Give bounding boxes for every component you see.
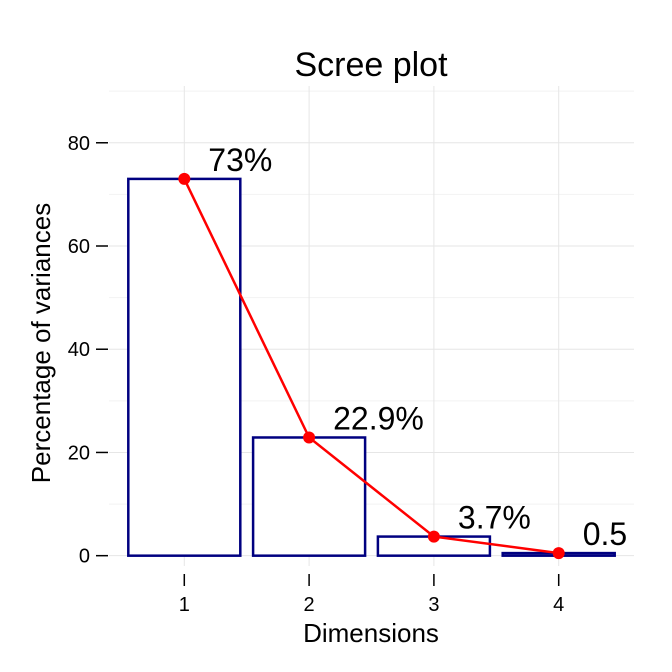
x-tick-label: 4: [553, 594, 564, 616]
y-tick-label: 40: [68, 339, 90, 361]
axes: 0 20 40 60 80 1 2 3 4: [68, 133, 565, 616]
bar-dimension-1: [127, 177, 242, 557]
x-axis-title: Dimensions: [303, 618, 439, 648]
x-tick-label: 3: [428, 594, 439, 616]
point-dimension-1: [178, 172, 191, 185]
points: [178, 172, 565, 560]
data-labels: 73% 22.9% 3.7% 0.5: [208, 142, 627, 552]
data-label-dimension-1: 73%: [208, 142, 272, 178]
data-label-dimension-3: 3.7%: [458, 500, 531, 536]
x-tick-label: 2: [304, 594, 315, 616]
data-label-dimension-2: 22.9%: [333, 400, 424, 436]
y-axis-title: Percentage of variances: [26, 203, 56, 483]
point-dimension-3: [427, 530, 440, 543]
point-dimension-2: [303, 431, 316, 444]
scree-line: [183, 178, 559, 555]
chart-title: Scree plot: [294, 46, 448, 84]
data-label-dimension-4: 0.5: [583, 516, 627, 552]
trend-line: [183, 178, 559, 555]
y-tick-label: 60: [68, 236, 90, 258]
bars: [127, 177, 616, 557]
bar-dimension-2: [251, 436, 367, 557]
x-tick-label: 1: [179, 594, 190, 616]
y-tick-label: 80: [68, 133, 90, 155]
point-dimension-4: [552, 547, 565, 560]
y-tick-label: 20: [68, 442, 90, 464]
y-tick-label: 0: [79, 546, 90, 568]
